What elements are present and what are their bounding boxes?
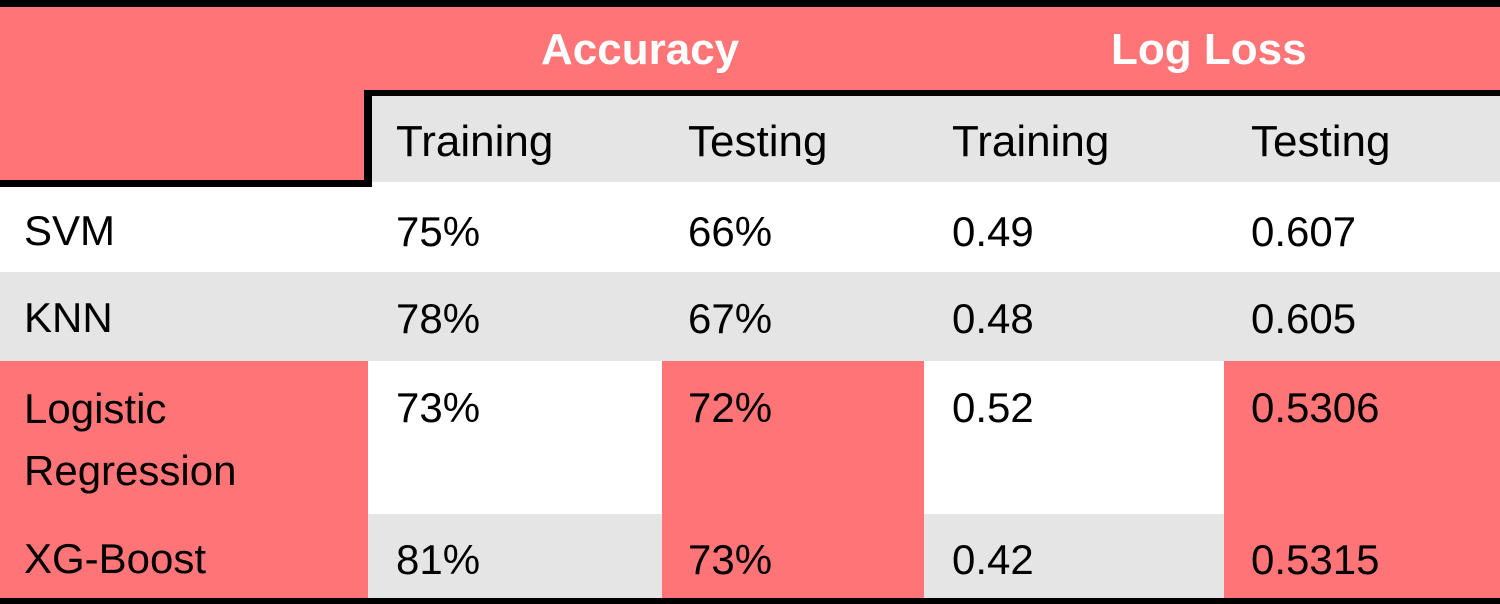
- cell-knn-acc-test: 67%: [688, 295, 773, 342]
- subheader-band: [368, 93, 1500, 182]
- subheader-logloss-testing: Testing: [1251, 117, 1391, 166]
- cell-svm-acc-test: 66%: [688, 208, 773, 255]
- header-accuracy: Accuracy: [541, 25, 740, 74]
- table-bottom-border: [0, 598, 1500, 604]
- cell-svm-acc-train: 75%: [396, 208, 481, 255]
- cell-bg: [924, 361, 1224, 514]
- row-label-highlight: [0, 514, 368, 598]
- subheader-accuracy-training: Training: [396, 117, 554, 166]
- cell-bg: [368, 514, 662, 598]
- cell-svm-ll-train: 0.49: [952, 208, 1034, 255]
- cell-highlight: [662, 514, 924, 598]
- subheader-accuracy-testing: Testing: [688, 117, 828, 166]
- cell-lr-acc-train: 73%: [396, 384, 481, 431]
- table-top-border: [0, 0, 1500, 7]
- cell-knn-ll-test: 0.605: [1251, 295, 1357, 342]
- cell-knn-ll-train: 0.48: [952, 295, 1034, 342]
- cell-bg: [368, 361, 662, 514]
- cell-svm-ll-test: 0.607: [1251, 208, 1357, 255]
- cell-highlight: [1224, 361, 1500, 514]
- cell-xgb-ll-train: 0.42: [952, 536, 1034, 583]
- cell-bg: [924, 514, 1224, 598]
- cell-highlight: [662, 361, 924, 514]
- header-log-loss: Log Loss: [1111, 25, 1307, 74]
- cell-xgb-ll-test: 0.5315: [1251, 536, 1380, 583]
- header-band: [0, 7, 1500, 93]
- header-corner-cell: [0, 93, 368, 182]
- corner-bottom-line: [0, 180, 372, 187]
- table-row: [0, 272, 1500, 361]
- cell-xgb-acc-test: 73%: [688, 536, 773, 583]
- row-label-knn: KNN: [24, 294, 113, 341]
- cell-xgb-acc-train: 81%: [396, 536, 481, 583]
- cell-lr-ll-train: 0.52: [952, 384, 1034, 431]
- subheader-logloss-training: Training: [952, 117, 1110, 166]
- cell-knn-acc-train: 78%: [396, 295, 481, 342]
- row-label-logistic-regression: Logistic Regression: [24, 385, 237, 494]
- corner-divider-line: [364, 90, 372, 187]
- cell-lr-acc-test: 72%: [688, 384, 773, 431]
- row-label-xg-boost: XG-Boost: [24, 535, 207, 582]
- row-label-highlight: [0, 361, 368, 514]
- cell-highlight: [1224, 514, 1500, 598]
- header-divider-line: [364, 90, 1500, 96]
- cell-lr-ll-test: 0.5306: [1251, 384, 1380, 431]
- row-label-svm: SVM: [24, 207, 116, 254]
- table-row: [0, 187, 1500, 272]
